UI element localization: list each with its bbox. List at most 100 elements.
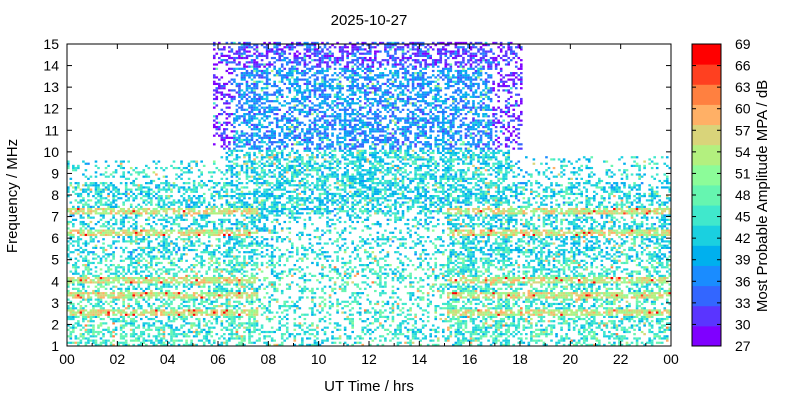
heatmap-cell (104, 283, 108, 286)
heatmap-cell (87, 253, 90, 256)
heatmap-cell (67, 283, 70, 286)
heatmap-cell (253, 311, 256, 314)
heatmap-cell (155, 281, 158, 284)
heatmap-cell (243, 231, 246, 234)
heatmap-cell (79, 199, 83, 202)
heatmap-cell (132, 307, 136, 310)
heatmap-cell (132, 309, 136, 312)
heatmap-cell (107, 164, 110, 167)
heatmap-cell (235, 259, 239, 262)
heatmap-cell (215, 305, 219, 308)
heatmap-cell (248, 296, 251, 299)
heatmap-cell (87, 242, 90, 245)
heatmap-cell (260, 216, 264, 219)
heatmap-cell (172, 184, 176, 187)
heatmap-cell (104, 229, 108, 232)
heatmap-cell (139, 317, 143, 321)
heatmap-cell (117, 240, 120, 243)
heatmap-cell (298, 216, 302, 219)
heatmap-cell (233, 147, 236, 150)
heatmap-cell (248, 54, 251, 57)
heatmap-cell (280, 324, 284, 327)
heatmap-cell (230, 149, 234, 152)
heatmap-cell (175, 287, 178, 290)
heatmap-cell (147, 298, 151, 301)
heatmap-cell (197, 197, 201, 200)
heatmap-cell (172, 272, 176, 275)
heatmap-cell (306, 337, 309, 340)
heatmap-cell (94, 188, 98, 191)
heatmap-cell (92, 231, 95, 234)
heatmap-cell (293, 59, 297, 62)
heatmap-cell (165, 184, 168, 187)
heatmap-cell (177, 201, 181, 204)
heatmap-cell (67, 240, 70, 243)
heatmap-cell (218, 246, 221, 249)
heatmap-cell (67, 186, 70, 189)
heatmap-cell (296, 54, 299, 57)
heatmap-cell (268, 82, 271, 86)
heatmap-cell (288, 69, 292, 73)
heatmap-cell (124, 240, 128, 243)
heatmap-cell (233, 233, 236, 237)
heatmap-cell (190, 294, 193, 297)
heatmap-cell (185, 259, 188, 262)
heatmap-cell (137, 238, 141, 241)
heatmap-cell (238, 91, 241, 94)
heatmap-cell (167, 248, 171, 252)
heatmap-cell (253, 113, 256, 116)
heatmap-cell (210, 302, 214, 306)
heatmap-cell (255, 231, 259, 234)
heatmap-cell (145, 315, 148, 318)
heatmap-cell (288, 238, 292, 241)
heatmap-cell (220, 91, 224, 94)
heatmap-cell (142, 309, 146, 312)
heatmap-cell (87, 285, 90, 288)
heatmap-cell (94, 315, 98, 318)
heatmap-cell (215, 67, 219, 70)
heatmap-cell (187, 177, 191, 180)
heatmap-cell (270, 84, 274, 88)
heatmap-cell (250, 74, 254, 77)
heatmap-cell (263, 276, 266, 280)
heatmap-cell (215, 270, 219, 273)
heatmap-cell (228, 50, 231, 53)
heatmap-cell (250, 82, 254, 86)
heatmap-cell (180, 195, 183, 198)
heatmap-cell (190, 227, 193, 230)
heatmap-cell (230, 154, 234, 157)
heatmap-cell (77, 337, 80, 340)
heatmap-cell (180, 186, 183, 189)
heatmap-cell (253, 264, 256, 267)
heatmap-cell (275, 119, 279, 122)
heatmap-cell (202, 337, 206, 340)
heatmap-cell (150, 188, 153, 191)
heatmap-cell (119, 276, 123, 280)
heatmap-cell (245, 251, 249, 254)
heatmap-cell (79, 195, 83, 198)
heatmap-cell (185, 231, 188, 234)
heatmap-cell (293, 106, 297, 109)
heatmap-cell (165, 190, 168, 193)
heatmap-cell (265, 227, 269, 230)
heatmap-cell (283, 100, 287, 103)
heatmap-cell (109, 317, 113, 321)
heatmap-cell (180, 339, 183, 342)
heatmap-cell (182, 231, 186, 234)
heatmap-cell (220, 186, 224, 189)
heatmap-cell (285, 313, 289, 316)
heatmap-cell (165, 313, 168, 316)
heatmap-cell (250, 214, 254, 217)
heatmap-cell (190, 205, 193, 208)
heatmap-cell (288, 67, 292, 70)
heatmap-cell (293, 134, 297, 137)
heatmap-cell (89, 279, 93, 282)
heatmap-cell (288, 78, 292, 81)
heatmap-cell (147, 188, 151, 191)
heatmap-cell (129, 255, 133, 258)
heatmap-cell (293, 335, 297, 338)
heatmap-cell (270, 93, 274, 96)
heatmap-cell (132, 212, 136, 215)
heatmap-cell (268, 343, 271, 347)
heatmap-cell (275, 184, 279, 187)
